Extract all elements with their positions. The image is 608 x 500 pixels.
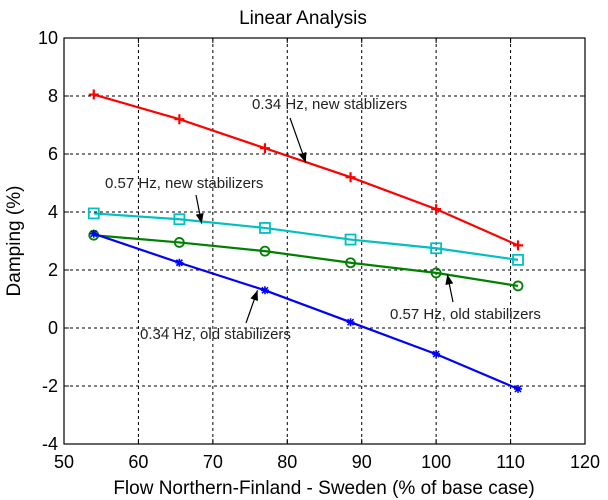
data-point	[89, 229, 98, 238]
chart-title: Linear Analysis	[239, 8, 367, 29]
annotation-label: 0.57 Hz, new stabilizers	[105, 175, 263, 192]
data-point	[344, 233, 357, 246]
plot-area	[87, 89, 524, 393]
data-point	[430, 242, 443, 255]
annotation-arrowhead	[250, 290, 258, 302]
x-tick-label: 120	[570, 452, 600, 472]
annotations: 0.34 Hz, new stablizers 0.57 Hz, new stab…	[105, 96, 541, 343]
x-axis-label: Flow Northern-Finland - Sweden (% of bas…	[113, 478, 534, 499]
annotation-arrowhead	[195, 213, 204, 224]
x-tick-label: 70	[203, 452, 223, 472]
data-point	[512, 253, 524, 266]
series-line	[93, 234, 519, 288]
y-tick-label: 4	[48, 202, 58, 222]
x-tick-label: 90	[352, 452, 372, 472]
data-point	[431, 204, 442, 215]
x-tick-label: 100	[421, 452, 451, 472]
data-point	[174, 114, 185, 125]
x-tick-label: 110	[496, 452, 525, 472]
annotation-arrowhead	[298, 151, 307, 163]
y-tick-label: 6	[48, 144, 58, 164]
annotation-label: 0.34 Hz, old stabilizers	[140, 326, 291, 343]
data-point	[259, 222, 271, 234]
x-tick-label: 50	[54, 452, 74, 472]
tick-labels: 50 60 70 80 90 100 110 120 -4 -2 0 2 4 6 8 10	[38, 28, 600, 472]
annotation-label: 0.57 Hz, old stabilizers	[390, 306, 541, 323]
data-point	[432, 350, 441, 359]
data-point	[88, 89, 99, 100]
data-point	[259, 143, 270, 154]
y-tick-label: -4	[42, 434, 58, 454]
data-point	[173, 213, 186, 226]
x-tick-label: 60	[128, 452, 148, 472]
x-tick-label: 80	[277, 452, 297, 472]
series-line	[93, 93, 519, 247]
y-tick-label: -2	[42, 376, 58, 396]
y-tick-label: 0	[48, 318, 58, 338]
y-axis-label: Damping (%)	[4, 186, 25, 297]
annotation-label: 0.34 Hz, new stablizers	[252, 96, 407, 113]
y-tick-label: 8	[48, 86, 58, 106]
data-point	[513, 240, 524, 251]
data-point	[345, 172, 356, 183]
data-point	[173, 237, 185, 248]
data-point	[345, 257, 356, 269]
data-point	[260, 286, 269, 295]
data-point	[175, 258, 184, 267]
data-point	[514, 384, 523, 393]
y-tick-label: 10	[38, 28, 58, 48]
data-point	[346, 318, 355, 327]
data-point	[512, 280, 524, 292]
data-point	[87, 207, 100, 220]
data-point	[430, 267, 442, 279]
series-line	[93, 232, 519, 390]
series-line	[93, 212, 519, 261]
data-point	[259, 245, 271, 257]
y-tick-label: 2	[48, 260, 58, 280]
grid	[64, 38, 585, 444]
plot-frame	[63, 37, 586, 445]
annotation-arrowhead	[445, 274, 454, 285]
